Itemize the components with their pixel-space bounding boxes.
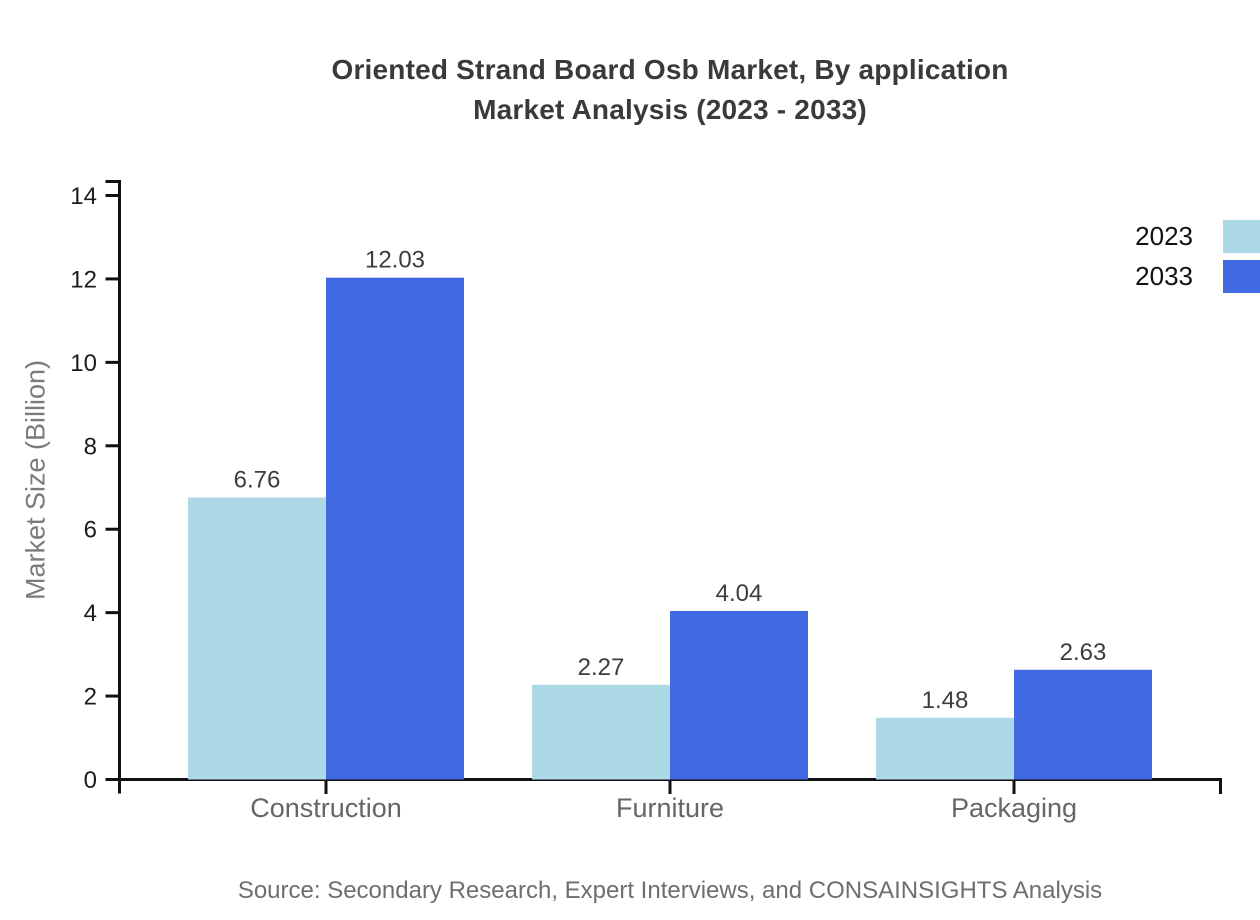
chart-title: Oriented Strand Board Osb Market, By app… xyxy=(80,50,1260,130)
bar-value-label: 1.48 xyxy=(922,687,969,714)
x-tick-label: Construction xyxy=(250,793,402,823)
bar-value-label: 2.27 xyxy=(578,654,625,681)
legend-item-2033: 2033 xyxy=(1135,260,1260,293)
bar-2023-construction xyxy=(188,497,326,780)
source-note: Source: Secondary Research, Expert Inter… xyxy=(237,877,1103,904)
y-tick-label: 8 xyxy=(84,433,97,460)
bar-value-label: 4.04 xyxy=(716,580,763,607)
y-tick-label: 6 xyxy=(84,517,97,544)
chart-title-line2: Market Analysis (2023 - 2033) xyxy=(473,94,867,125)
bar-2033-packaging xyxy=(1014,669,1152,780)
y-tick-label: 12 xyxy=(70,266,97,293)
x-tick-label: Packaging xyxy=(951,793,1077,823)
bar-value-label: 6.76 xyxy=(234,467,281,494)
legend-label: 2033 xyxy=(1135,261,1193,291)
chart-title-line1: Oriented Strand Board Osb Market, By app… xyxy=(331,54,1009,85)
bar-value-label: 12.03 xyxy=(365,247,425,274)
legend-swatch-2033 xyxy=(1223,260,1260,293)
y-tick-label: 10 xyxy=(70,350,97,377)
y-tick-label: 4 xyxy=(84,600,97,627)
y-tick-label: 2 xyxy=(84,684,97,711)
bar-2033-furniture xyxy=(670,610,808,780)
bar-2033-construction xyxy=(326,277,464,780)
legend-item-2023: 2023 xyxy=(1135,220,1260,253)
bar-2023-packaging xyxy=(876,717,1014,780)
legend: 2023 2033 xyxy=(1135,220,1260,300)
y-tick-label: 0 xyxy=(84,767,97,794)
legend-swatch-2023 xyxy=(1223,220,1260,253)
legend-label: 2023 xyxy=(1135,221,1193,251)
bar-2023-furniture xyxy=(532,684,670,780)
y-tick-label: 14 xyxy=(70,183,97,210)
bar-value-label: 2.63 xyxy=(1060,639,1107,666)
x-tick-label: Furniture xyxy=(616,793,724,823)
